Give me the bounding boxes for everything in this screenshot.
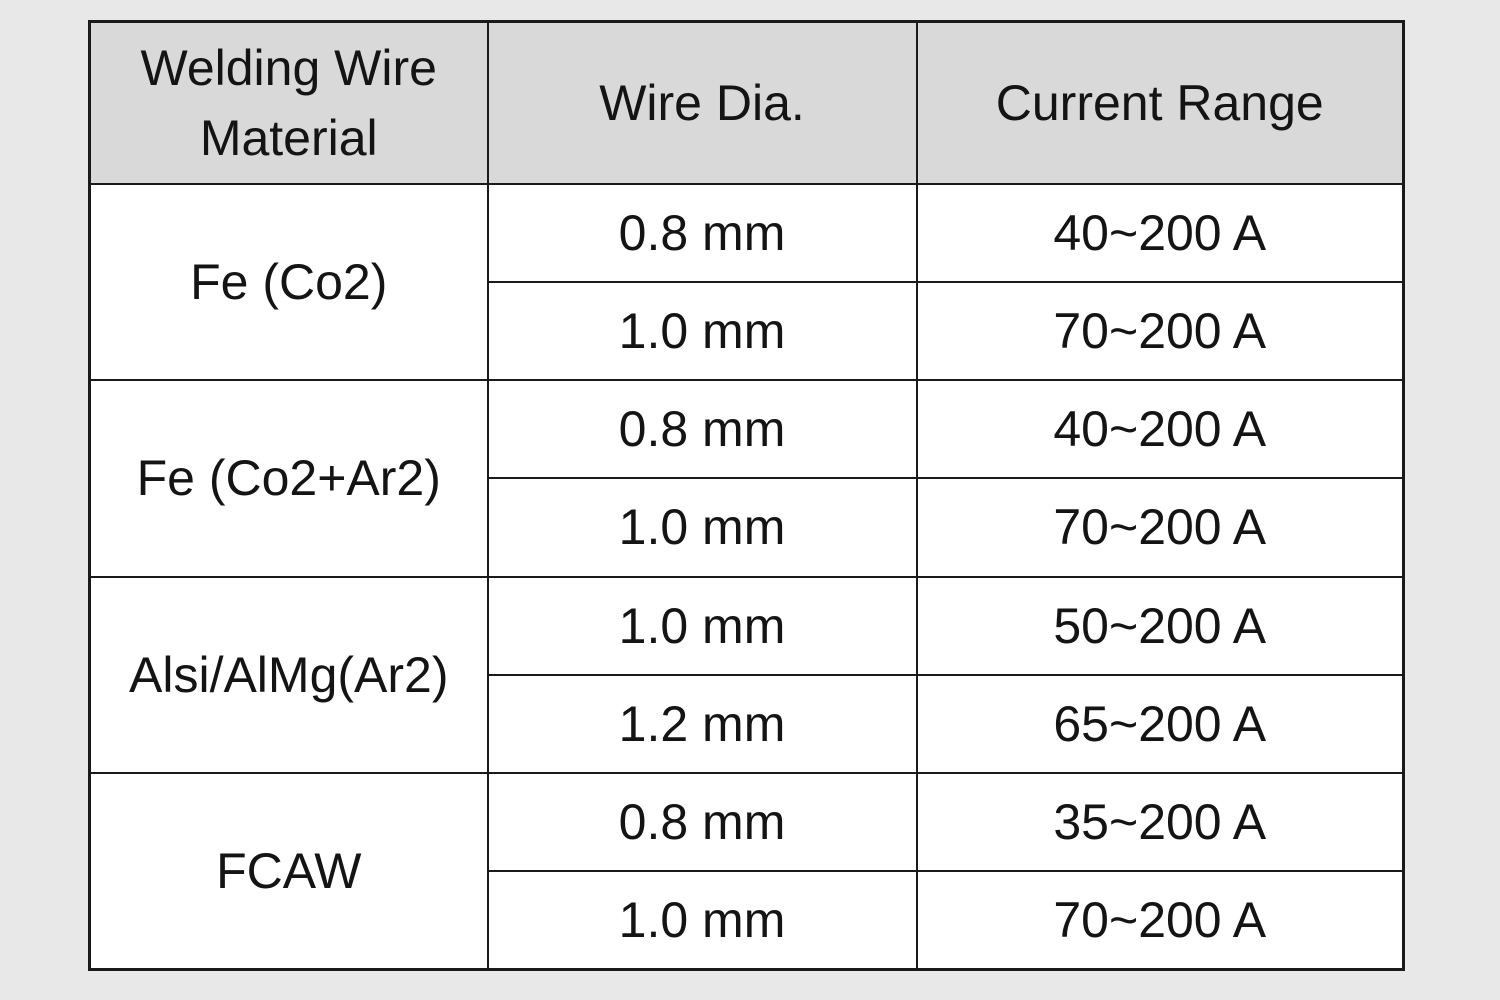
current-range-cell: 70~200 A [915,870,1405,971]
table-row: FCAW 0.8 mm 35~200 A [88,771,1405,971]
current-range-cell: 40~200 A [915,378,1405,480]
current-range-cell: 70~200 A [915,477,1405,578]
wire-dia-cell: 1.0 mm [486,280,918,382]
table-row: Alsi/AlMg(Ar2) 1.0 mm 50~200 A [88,575,1405,774]
wire-dia-cell: 0.8 mm [486,182,918,283]
wire-dia-cell: 1.2 mm [486,673,918,775]
table-row: 1.0 mm 70~200 A [90,280,1405,382]
current-range-cell: 70~200 A [915,280,1405,382]
current-range-cell: 65~200 A [915,673,1405,775]
wire-dia-cell: 1.0 mm [486,477,918,578]
material-cell-fe-co2: Fe (Co2) [88,182,489,381]
table-row: 1.2 mm 65~200 A [90,673,1405,775]
wire-dia-cell: 1.0 mm [486,870,918,971]
wire-dia-cell: 0.8 mm [486,771,918,873]
material-cell-alsi-almg: Alsi/AlMg(Ar2) [88,575,489,774]
current-range-cell: 50~200 A [915,575,1405,676]
material-cell-fe-co2-ar2: Fe (Co2+Ar2) [88,379,489,578]
table-row: Fe (Co2+Ar2) 0.8 mm 40~200 A [88,378,1405,578]
table-row: 1.0 mm 70~200 A [90,870,1405,971]
welding-wire-spec-table: Welding Wire Material Wire Dia. Current … [88,20,1405,971]
wire-dia-cell: 1.0 mm [486,575,918,676]
column-header-current-range: Current Range [915,20,1405,185]
current-range-cell: 40~200 A [915,182,1405,283]
column-header-material: Welding Wire Material [88,20,489,185]
table-row: 1.0 mm 70~200 A [90,477,1405,578]
current-range-cell: 35~200 A [915,771,1405,873]
table-header-row: Welding Wire Material Wire Dia. Current … [88,20,1405,185]
material-cell-fcaw: FCAW [88,772,489,971]
wire-dia-cell: 0.8 mm [486,378,918,480]
table-row: Fe (Co2) 0.8 mm 40~200 A [88,182,1405,381]
column-header-wire-dia: Wire Dia. [486,20,918,185]
